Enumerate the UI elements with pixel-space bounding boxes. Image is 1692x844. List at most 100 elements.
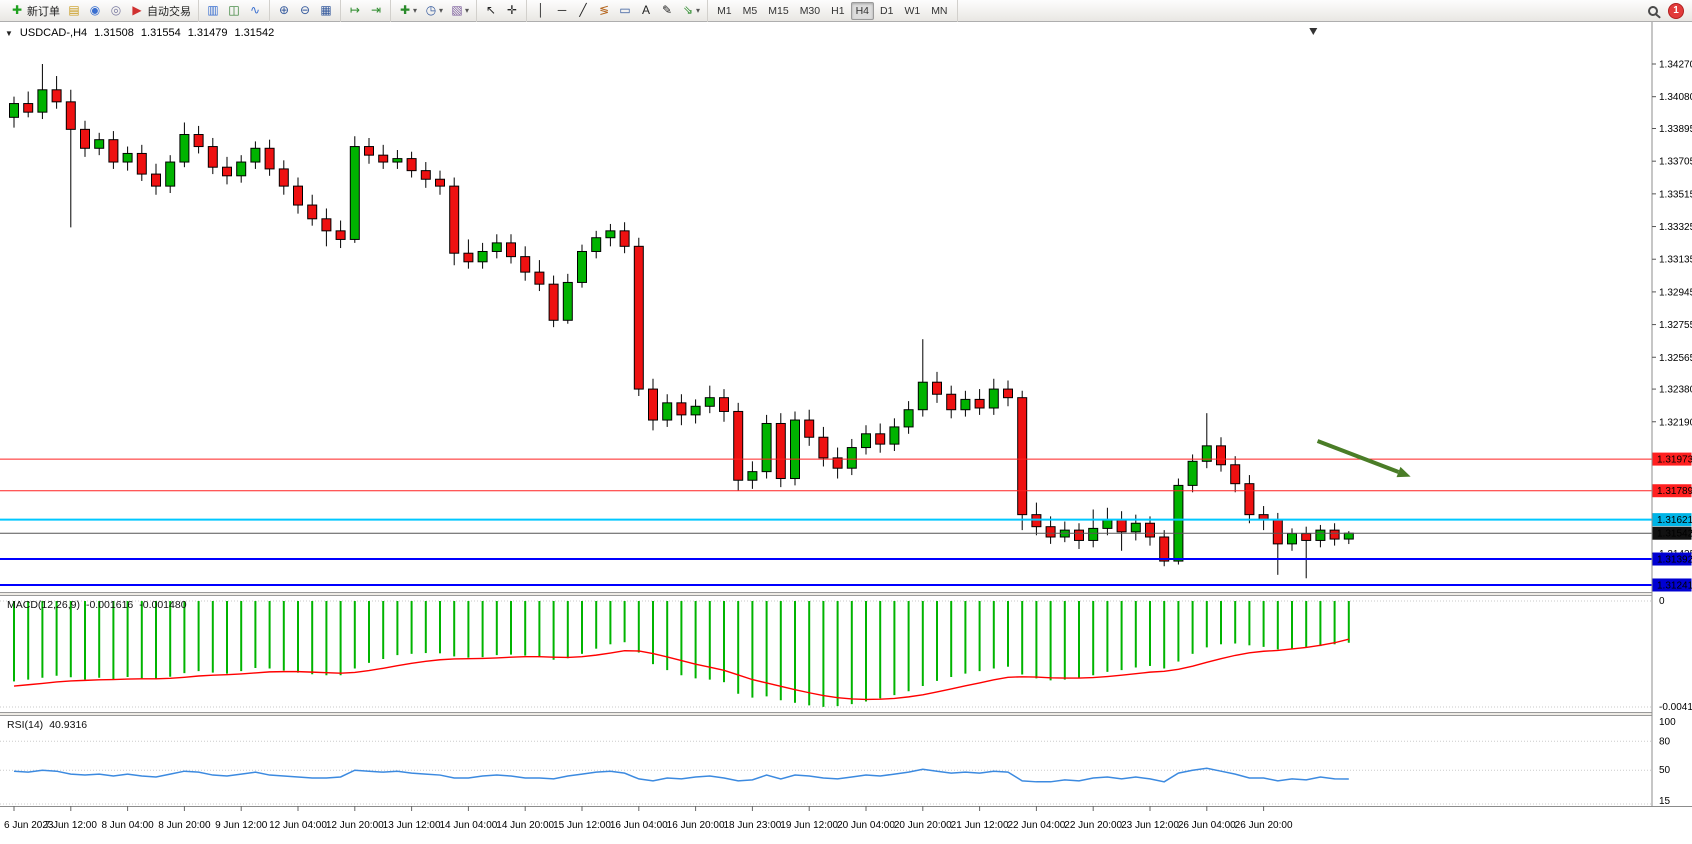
shapes-button[interactable]: ▭ [615,3,635,18]
macd-signal-line [13,638,1349,701]
auto-scroll-button[interactable]: ↦ [345,3,365,18]
candle [1159,536,1170,562]
new-chart-button[interactable]: ▤ [64,3,84,18]
cursor-icon: ↖ [486,3,497,17]
chart-area[interactable]: 1.34270 1.34080 1.33895 1.33705 1.33515 1.333… [0,22,1692,844]
objects-group: │ ─ ╱ ≶ ▭ A ✎ ⇘ ▾ [527,0,709,22]
candle [1116,519,1127,533]
zoom-in-button[interactable]: ⊕ [274,3,294,18]
arrows-icon: ⇘ [683,3,694,17]
market-watch-button[interactable]: ◎ [106,3,126,18]
price-scale[interactable]: 1.34270 1.34080 1.33895 1.33705 1.33515 1.333… [1651,22,1692,807]
chart-canvas[interactable]: 1.34270 1.34080 1.33895 1.33705 1.33515 1.333… [0,22,1692,844]
rsi-label[interactable]: RSI(14) 40.9316 [7,719,87,731]
timeframe-button-h1[interactable]: H1 [831,4,845,17]
rsi-pane-divider[interactable] [0,712,1692,716]
candle [1244,483,1255,516]
profiles-button[interactable]: ◉ [85,3,105,18]
macd-label[interactable]: MACD(12,26,9) -0.001616 -0.001480 [7,599,187,611]
svg-text:8 Jun 04:00: 8 Jun 04:00 [101,820,154,831]
price-badge [1652,452,1692,466]
chart-shift-button[interactable]: ⇥ [366,3,386,18]
candle [65,101,76,130]
chart-shift-marker[interactable] [1309,28,1318,35]
fibonacci-icon: ≶ [599,3,610,17]
candle [1272,519,1283,545]
candle [1045,526,1056,538]
vertical-line-button[interactable]: │ [531,3,551,18]
fibonacci-button[interactable]: ≶ [594,3,614,18]
candle [364,146,374,156]
candle [9,103,19,118]
zoom-out-button[interactable]: ⊖ [295,3,315,18]
indicators-button[interactable]: ✚ ▾ [395,3,420,18]
trade-group: ✚ 新订单 ▤ ◉ ◎ ▶ 自动交易 [3,0,199,22]
new-order-button[interactable]: ✚ 新订单 [7,2,63,20]
notification-badge[interactable]: 1 [1668,2,1684,19]
auto-scroll-icon: ↦ [349,3,361,17]
candle [605,230,616,239]
macd-pane-divider[interactable] [0,592,1692,596]
timeframe-button-d1[interactable]: D1 [880,4,894,17]
line-chart-icon: ∿ [249,3,261,17]
svg-text:1.32565: 1.32565 [1659,353,1692,364]
dropdown-caret-icon[interactable]: ▾ [696,6,701,15]
dropdown-caret-icon[interactable]: ▾ [439,6,444,15]
timeframe-button-m1[interactable]: M1 [717,4,732,17]
timeframe-button-m15[interactable]: M15 [768,4,789,17]
collapse-arrow-icon[interactable]: ▼ [5,28,13,38]
svg-text:15 Jun 12:00: 15 Jun 12:00 [553,820,611,831]
candle [136,152,147,175]
candle [932,381,942,395]
svg-text:1.32380: 1.32380 [1659,385,1692,396]
new-order-button-label: 新订单 [27,5,60,18]
timeframe-button-m30[interactable]: M30 [799,4,821,17]
candle [207,146,218,168]
autotrading-button[interactable]: ▶ 自动交易 [127,2,194,20]
crosshair-button[interactable]: ✛ [502,3,522,18]
tile-windows-button[interactable]: ▦ [316,3,336,18]
candle [1031,514,1042,528]
candles-layer [9,64,1354,579]
candlestick-chart-button[interactable]: ◫ [224,3,244,18]
dropdown-caret-icon[interactable]: ▾ [413,6,418,15]
text-button[interactable]: A [636,3,656,18]
line-chart-button[interactable]: ∿ [245,3,265,18]
zoom-group: ⊕ ⊖ ▦ [270,0,341,22]
candle [1187,460,1198,486]
candle [1102,519,1113,529]
setup-group: ✚ ▾ ◷ ▾ ▧ ▾ [391,0,478,22]
toolbar-right: 1 [1648,2,1689,19]
market-watch-icon: ◎ [110,3,122,17]
text-icon: A [642,3,651,17]
templates-button[interactable]: ▧ ▾ [447,3,472,18]
svg-text:1.33705: 1.33705 [1659,157,1692,168]
svg-text:1.31542: 1.31542 [1657,529,1692,540]
label-button[interactable]: ✎ [657,3,677,18]
main-toolbar: ✚ 新订单 ▤ ◉ ◎ ▶ 自动交易 ▥ ◫ ∿ ⊕ ⊖ ▦ ↦ ⇥ ✚ ▾ ◷ ▾ ▧ ▾ ↖ ✛ │ ─ ╱ ≶ ▭ A ✎ ⇘ ▾ M1 M… [0,0,1692,22]
periods-button[interactable]: ◷ ▾ [421,3,446,18]
price-badge [1652,578,1692,592]
candle [1003,388,1013,399]
search-icon[interactable] [1648,5,1658,16]
timeframe-button-mn[interactable]: MN [931,4,948,17]
bar-chart-button[interactable]: ▥ [203,3,223,18]
candle [562,281,573,321]
candle [193,134,204,148]
candle [747,471,758,481]
dropdown-caret-icon[interactable]: ▾ [465,6,470,15]
horizontal-line-button[interactable]: ─ [552,3,572,18]
candle [1017,397,1028,516]
arrows-button[interactable]: ⇘ ▾ [678,3,703,18]
timeframe-button-w1[interactable]: W1 [904,4,921,17]
cursor-button[interactable]: ↖ [481,3,501,18]
svg-text:7 Jun 12:00: 7 Jun 12:00 [45,820,98,831]
timeframe-button-m5[interactable]: M5 [742,4,758,17]
candle [1343,532,1354,540]
macd-histogram [13,601,1350,707]
trend-arrow-annotation[interactable] [1316,439,1411,478]
timeframe-button-h4[interactable]: H4 [850,1,874,20]
trendline-button[interactable]: ╱ [573,3,593,18]
trendline-icon: ╱ [579,3,587,17]
